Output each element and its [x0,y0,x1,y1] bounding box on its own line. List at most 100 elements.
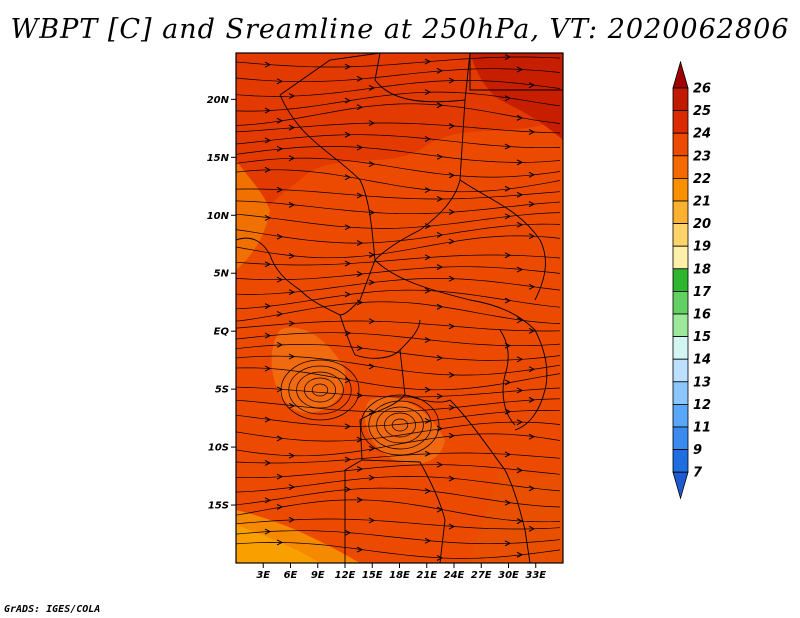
wbpt-shading [236,53,563,563]
streamline-arrow [436,67,444,74]
streamline-arrow [276,435,284,442]
x-tick-label: 18E [389,570,410,581]
streamline-arrow [356,144,364,151]
streamline-arrow [344,486,352,493]
streamline-arrow [288,320,296,327]
streamline-arrow [264,303,272,310]
streamline-arrow [448,123,456,130]
streamline-arrow [276,473,284,480]
streamline-arrow [504,451,512,458]
streamline-arrow [528,129,536,135]
country-borders [236,53,563,563]
colorbar-swatch [672,290,689,315]
streamline-arrow [344,529,352,536]
streamline-arrow [344,260,352,267]
eddy-streamline [360,394,440,456]
streamline-arrow [356,75,364,82]
streamline-arrow [264,365,272,372]
eddy-streamline [288,365,352,415]
eddy-streamline [368,400,432,450]
streamline-arrow [448,475,456,482]
streamline-arrow [504,297,512,304]
colorbar-label: 21 [693,195,711,210]
streamline-arrow [504,540,512,547]
eddy-streamline [384,412,416,438]
streamline-arrow [436,355,444,361]
colorbar-max-triangle [672,60,689,89]
streamline-arrow [448,238,456,245]
streamline [236,103,561,126]
streamline [236,398,561,413]
streamline-arrow [288,201,296,208]
colorbar-swatch [672,223,689,247]
streamline-arrow [276,145,284,152]
streamline-arrow [368,84,376,91]
streamline-arrow [368,279,376,286]
streamline-arrow [264,528,272,535]
streamline [236,212,561,229]
colorbar-swatch [672,132,689,157]
streamline-arrow [424,386,432,393]
streamline [236,254,561,266]
streamline-arrow [368,363,376,370]
streamline-arrow [528,396,536,403]
y-tick-label: EQ [214,327,230,338]
streamline-arrow [276,117,284,124]
colorbar-swatch [672,403,689,428]
colorbar-label: 17 [693,285,712,300]
streamline-arrow [288,452,296,459]
streamline-arrow [516,266,524,273]
streamline-arrow [424,287,432,294]
colorbar-label: 14 [693,353,711,368]
streamline-arrow [264,460,272,466]
streamline-arrow [288,353,296,360]
eddy-streamline [311,383,329,397]
streamline [236,122,561,134]
streamline-arrow [436,102,444,109]
colorbar-swatch [672,245,689,270]
colorbar-swatch [672,87,689,112]
streamline-arrow [436,461,444,468]
colorbar-label: 12 [693,398,711,413]
streamline-arrow [276,311,284,317]
streamline [236,68,561,83]
x-axis-ticks: 3E 6E 9E 12E 15E 18E 21E 24E 27E 30E 33E [256,563,546,581]
y-tick-label: 10S [208,443,229,454]
colorbar-label: 24 [693,127,711,142]
streamline [236,487,561,508]
streamline-arrow [516,66,524,73]
streamline-arrow [368,318,376,325]
streamline-arrow [264,261,272,268]
streamline-arrow [504,95,512,102]
streamline-arrow [264,416,272,423]
streamline-arrow [368,445,376,452]
streamline-arrow [288,289,296,296]
streamline-arrow [424,58,432,65]
streamline-arrow [516,159,524,166]
streamline [236,169,561,193]
streamline [236,223,561,244]
x-tick-label: 21E [416,570,437,581]
streamline-arrow [448,275,456,282]
colorbar-swatch [672,200,689,225]
streamline [236,301,561,324]
streamline-arrow [504,252,512,259]
streamline-arrow [276,276,284,283]
streamline-arrow [276,186,284,193]
colorbar-label: 19 [693,240,711,255]
y-tick-label: 15N [207,153,230,164]
streamline-arrow [356,271,364,277]
streamline-arrow [448,523,456,530]
colorbar-swatch [672,177,689,202]
streamline-arrow [288,93,296,99]
streamline [236,542,561,559]
eddy-streamline [304,377,336,403]
x-tick-label: 27E [471,570,492,581]
streamline-arrow [276,503,284,510]
y-tick-label: 10N [207,211,230,222]
colorbar-label: 13 [693,375,711,390]
colorbar-label: 9 [693,443,702,458]
streamline-arrow [448,77,456,84]
streamline-arrow [424,136,432,142]
streamline-arrow [344,377,352,384]
